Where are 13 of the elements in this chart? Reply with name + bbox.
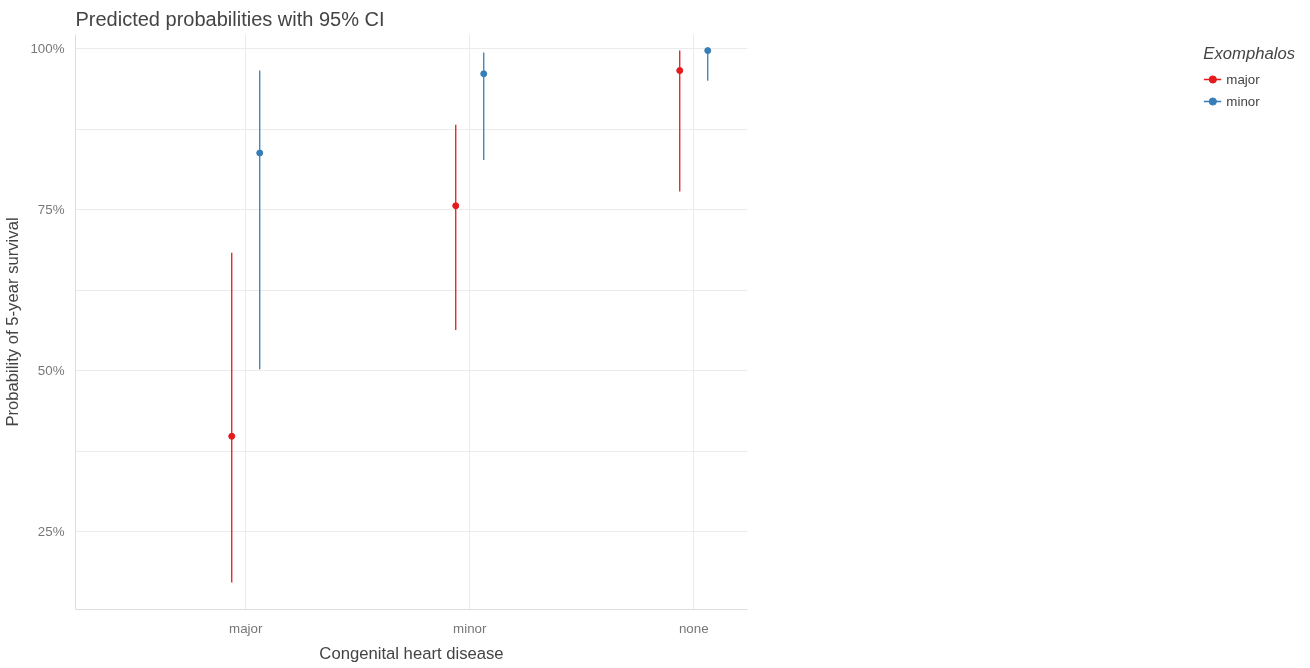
x-tick-label: major (229, 620, 263, 636)
x-tick-label: minor (453, 620, 487, 636)
y-tick-label: 50% (37, 363, 65, 379)
chart-title: Predicted probabilities with 95% CI (75, 7, 385, 30)
y-tick-label: 25% (37, 524, 65, 540)
legend-label: major (1226, 71, 1260, 87)
x-tick-label: none (678, 620, 709, 636)
legend-title: Exomphalos (1203, 44, 1295, 64)
y-axis-title: Probability of 5-year survival (3, 217, 23, 427)
x-axis-title: Congenital heart disease (319, 643, 504, 663)
legend-label: minor (1226, 93, 1260, 109)
y-tick-label: 75% (37, 202, 65, 218)
y-tick-label: 100% (30, 41, 65, 57)
